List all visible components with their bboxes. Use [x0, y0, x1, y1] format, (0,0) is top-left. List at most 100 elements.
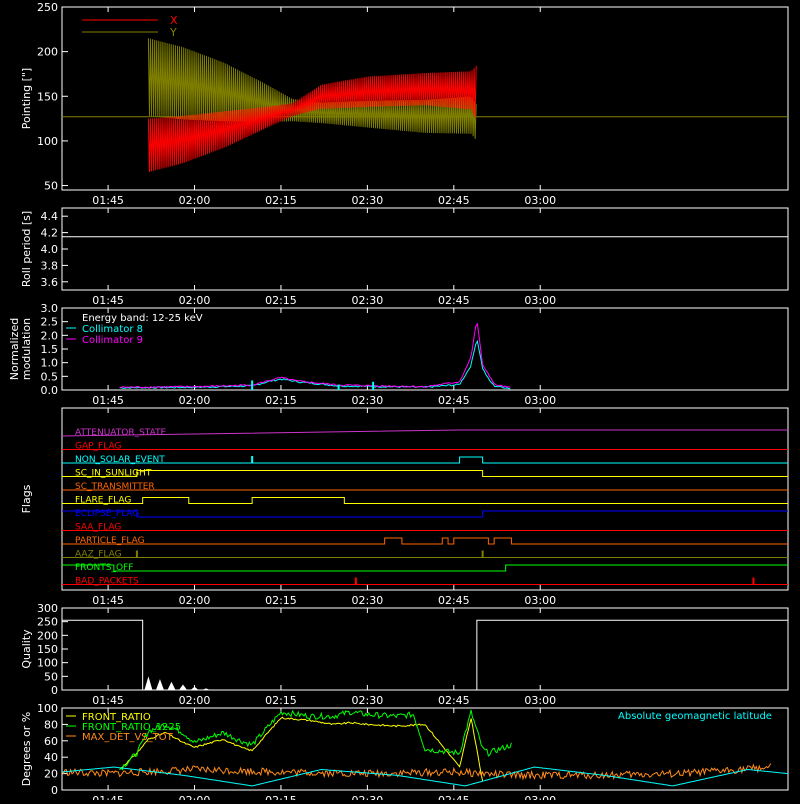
ratio-series-MAX_DET_VS_TOT: [61, 763, 772, 781]
modulation-x-tick-label: 03:00: [524, 394, 556, 407]
roll-x-tick-label: 02:15: [265, 294, 297, 307]
ratios-y-tick-label: 60: [44, 735, 58, 748]
quality-y-tick-label: 150: [37, 643, 58, 656]
roll-y-tick-label: 3.8: [41, 259, 59, 272]
flag-line-NON_SOLAR_EVENT: [62, 456, 788, 464]
quality-y-tick-label: 250: [37, 616, 58, 629]
ratios-x-tick-label: 03:00: [524, 794, 556, 800]
flag-label-SC_TRANSMITTER: SC_TRANSMITTER: [75, 482, 155, 492]
pointing-x-tick-label: 02:15: [265, 194, 297, 207]
quality-y-tick-label: 100: [37, 657, 58, 670]
ratio-series-FRONT_RATIO_1225: [119, 709, 512, 771]
flag-line-PARTICLE_FLAG: [62, 537, 788, 545]
quality-line: [62, 619, 788, 691]
quality-bump: [144, 676, 153, 690]
modulation-x-tick-label: 01:45: [92, 394, 124, 407]
modulation-legend-label: Collimator 8: [82, 324, 143, 335]
ratios-x-tick-label: 01:45: [92, 794, 124, 800]
pointing-series-X: [147, 65, 477, 172]
quality-y-tick-label: 50: [44, 670, 58, 683]
flag-line-SC_IN_SUNLIGHT: [62, 470, 788, 477]
quality-bump: [190, 686, 199, 690]
flag-label-ATTENUATOR_STATE: ATTENUATOR_STATE: [75, 428, 167, 438]
flag-label-PARTICLE_FLAG: PARTICLE_FLAG: [75, 536, 145, 546]
modulation-series-Collimator-9: [119, 322, 511, 389]
quality-x-tick-label: 01:45: [92, 694, 124, 707]
flag-line-ATTENUATOR_STATE: [61, 429, 788, 437]
modulation-legend-label: Collimator 9: [82, 335, 143, 346]
flag-label-ECLIPSE_FLAG: ECLIPSE_FLAG: [75, 509, 139, 519]
roll-frame: [61, 207, 789, 291]
pointing-x-tick-label: 02:00: [179, 194, 211, 207]
pointing-y-tick-label: 50: [44, 180, 58, 193]
pointing-x-tick-label: 03:00: [524, 194, 556, 207]
ratios-x-tick-label: 02:30: [352, 794, 384, 800]
pointing-y-tick-label: 200: [37, 46, 58, 59]
ratio-legend-label: MAX_DET_VS_TOT: [82, 732, 174, 743]
modulation-y-tick-label: 1.5: [41, 343, 59, 356]
flag-label-BAD_PACKETS: BAD_PACKETS: [75, 577, 139, 587]
flags-x-tick-label: 03:00: [524, 594, 556, 607]
modulation-y-tick-label: 3.0: [41, 302, 59, 315]
pointing-x-tick-label: 01:45: [92, 194, 124, 207]
flag-label-NON_SOLAR_EVENT: NON_SOLAR_EVENT: [75, 455, 165, 465]
flag-line-ECLIPSE_FLAG: [62, 510, 788, 518]
quality-y-tick-label: 200: [37, 629, 58, 642]
pointing-frame: [61, 6, 789, 191]
quality-x-tick-label: 02:15: [265, 694, 297, 707]
quality-bump: [179, 684, 187, 690]
quality-bump: [155, 679, 164, 690]
modulation-y-tick-label: 0.0: [41, 384, 59, 397]
roll-y-tick-label: 3.6: [41, 276, 59, 289]
legend-label-X: X: [170, 14, 178, 27]
ratio-legend-label: FRONT_RATIO: [82, 712, 151, 723]
roll-x-tick-label: 02:45: [438, 294, 470, 307]
pointing-y-tick-label: 100: [37, 135, 58, 148]
pointing-y-tick-label: 250: [37, 1, 58, 14]
modulation-x-tick-label: 02:15: [265, 394, 297, 407]
geomagnetic-latitude-annotation: Absolute geomagnetic latitude: [618, 711, 772, 722]
pointing-y-label: Pointing ["]: [20, 68, 33, 129]
modulation-legend-label: Energy band: 12-25 keV: [82, 313, 203, 324]
roll-x-tick-label: 02:30: [352, 294, 384, 307]
ratios-frame: [61, 707, 789, 791]
flags-y-label: Flags: [20, 484, 33, 513]
ratios-y-tick-label: 40: [44, 751, 58, 764]
ratios-y-tick-label: 100: [37, 702, 58, 715]
ratio-series-FRONT_RATIO: [119, 716, 484, 782]
flag-label-SAA_FLAG: SAA_FLAG: [75, 523, 121, 533]
roll-y-tick-label: 4.0: [41, 243, 59, 256]
pointing-x-tick-label: 02:30: [352, 194, 384, 207]
roll-x-tick-label: 02:00: [179, 294, 211, 307]
modulation-x-tick-label: 02:45: [438, 394, 470, 407]
flag-label-SC_IN_SUNLIGHT: SC_IN_SUNLIGHT: [75, 469, 152, 479]
ratios-x-tick-label: 02:45: [438, 794, 470, 800]
pointing-x-tick-label: 02:45: [438, 194, 470, 207]
ratio-legend-label: FRONT_RATIO_1225: [82, 722, 181, 733]
ratios-x-tick-label: 02:15: [265, 794, 297, 800]
roll-x-tick-label: 03:00: [524, 294, 556, 307]
flag-line-FRONTS_OFF: [62, 564, 788, 572]
quality-x-tick-label: 02:30: [352, 694, 384, 707]
modulation-y-tick-label: 0.5: [41, 370, 59, 383]
flag-label-FLARE_FLAG: FLARE_FLAG: [75, 496, 131, 506]
flag-label-GAP_FLAG: GAP_FLAG: [75, 442, 121, 452]
ratios-y-tick-label: 0: [51, 784, 58, 797]
flags-frame: [61, 407, 789, 591]
flags-x-tick-label: 02:00: [179, 594, 211, 607]
quality-y-tick-label: 300: [37, 602, 58, 615]
modulation-y-label: Normalized: [8, 318, 21, 380]
roll-y-tick-label: 4.2: [41, 227, 59, 240]
roll-x-tick-label: 01:45: [92, 294, 124, 307]
quality-y-label: Quality: [20, 629, 33, 669]
flag-label-AAZ_FLAG: AAZ_FLAG: [75, 550, 122, 560]
flag-label-FRONTS_OFF: FRONTS_OFF: [75, 563, 133, 573]
flags-x-tick-label: 02:30: [352, 594, 384, 607]
ratios-y-label: Degrees or %: [20, 712, 33, 786]
modulation-y-label: modulation: [20, 318, 33, 380]
modulation-x-tick-label: 02:30: [352, 394, 384, 407]
modulation-x-tick-label: 02:00: [179, 394, 211, 407]
quality-bump: [202, 688, 211, 690]
